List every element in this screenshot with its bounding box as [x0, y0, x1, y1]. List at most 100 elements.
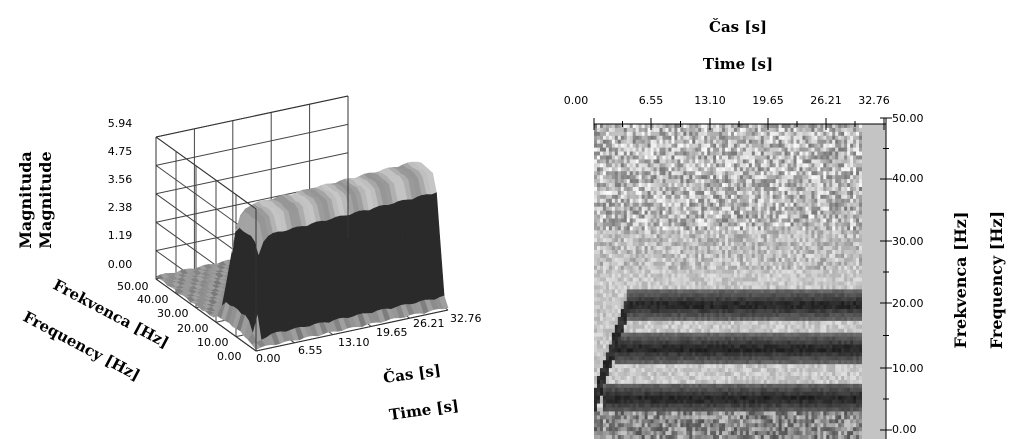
- heatmap-cell: [701, 124, 705, 129]
- heatmap-cell: [763, 202, 768, 208]
- heatmap-cell: [838, 210, 842, 215]
- heatmap-cell: [784, 238, 788, 243]
- heatmap-cell: [802, 214, 806, 219]
- heatmap-cell: [647, 159, 651, 164]
- heatmap-cell: [823, 124, 827, 129]
- heatmap-cell: [730, 257, 735, 263]
- heatmap-cell: [650, 139, 654, 145]
- heatmap-cell: [796, 277, 800, 282]
- heatmap-cell: [811, 226, 815, 231]
- heatmap-cell: [620, 155, 625, 160]
- heatmap-cell: [799, 265, 803, 271]
- heatmap-cell: [683, 250, 687, 255]
- heatmap-cell: [608, 147, 613, 152]
- heatmap-cell: [605, 289, 610, 294]
- heatmap-cell: [674, 285, 678, 290]
- heatmap-cell: [608, 218, 613, 223]
- heatmap-cell: [594, 269, 598, 275]
- heatmap-cell: [644, 163, 648, 168]
- heatmap-cell: [716, 124, 720, 129]
- heatmap-cell: [686, 253, 690, 259]
- heatmap-cell: [629, 131, 634, 137]
- heatmap-cell: [686, 167, 690, 172]
- heatmap-cell: [716, 285, 720, 290]
- heatmap-cell: [704, 179, 708, 184]
- heatmap-cell: [829, 135, 833, 141]
- heatmap-cell: [677, 238, 681, 243]
- heatmap-cell: [850, 257, 854, 263]
- heatmap-cell: [847, 277, 851, 282]
- heatmap-cell: [856, 155, 860, 160]
- heatmap-cell: [719, 163, 723, 168]
- heatmap-cell: [838, 250, 842, 255]
- heatmap-cell: [775, 218, 780, 223]
- heatmap-cell: [626, 175, 631, 180]
- heatmap-cell: [656, 206, 660, 212]
- heatmap-cell: [632, 202, 637, 208]
- heatmap-cell: [689, 214, 693, 219]
- heatmap-cell: [656, 265, 660, 271]
- heatmap-cell: [668, 230, 672, 235]
- heatmap-cell: [787, 246, 791, 251]
- heatmap-cell: [805, 139, 809, 145]
- heatmap-cell: [632, 234, 637, 239]
- heatmap-cell: [781, 190, 785, 196]
- heatmap-cell: [620, 222, 625, 227]
- heatmap-cell: [594, 293, 598, 298]
- heatmap-cell: [775, 206, 780, 212]
- heatmap-cell: [766, 222, 771, 227]
- heatmap-cell: [596, 222, 601, 227]
- heatmap-cell: [841, 210, 845, 215]
- heatmap-cell: [605, 246, 610, 251]
- heatmap-cell: [710, 269, 714, 275]
- heatmap-cell: [736, 127, 741, 133]
- heatmap-cell: [722, 155, 726, 160]
- heatmap-cell: [695, 238, 699, 243]
- heatmap-cell: [710, 202, 714, 208]
- heatmap-cell: [778, 269, 782, 275]
- heatmap-cell: [823, 139, 827, 145]
- heatmap-cell: [787, 190, 791, 196]
- heatmap-cell: [704, 171, 708, 176]
- heatmap-cell: [695, 135, 699, 141]
- heatmap-cell: [614, 171, 619, 176]
- heatmap-cell: [751, 234, 756, 239]
- heatmap-cell: [835, 253, 839, 259]
- heatmap-cell: [692, 273, 696, 278]
- heatmap-cell: [823, 289, 827, 294]
- heatmap-cell: [594, 289, 598, 294]
- heatmap-cell: [638, 238, 643, 243]
- heatmap-cell: [632, 230, 637, 235]
- heatmap-cell: [689, 218, 693, 223]
- heatmap-cell: [611, 163, 616, 168]
- heatmap-cell: [805, 253, 809, 259]
- heatmap-cell: [847, 210, 851, 215]
- heatmap-cell: [820, 159, 824, 164]
- heatmap-cell: [754, 187, 759, 192]
- heatmap-cell: [739, 257, 744, 263]
- heatmap-cell: [605, 175, 610, 180]
- heatmap-cell: [781, 238, 785, 243]
- heatmap-cell: [769, 246, 774, 251]
- heatmap-cell: [659, 246, 663, 251]
- heatmap-cell: [719, 124, 723, 129]
- heatmap-cell: [638, 167, 643, 172]
- heatmap-cell: [647, 127, 651, 133]
- heatmap-cell: [623, 277, 628, 282]
- heatmap-cell: [608, 175, 613, 180]
- heatmap-cell: [596, 226, 601, 231]
- heatmap-cell: [832, 230, 836, 235]
- heatmap-cell: [692, 261, 696, 267]
- heatmap-cell: [835, 143, 839, 149]
- heatmap-cell: [635, 238, 640, 243]
- heatmap-cell: [671, 171, 675, 176]
- heatmap-cell: [838, 242, 842, 247]
- heatmap-cell: [611, 206, 616, 212]
- heatmap-cell: [769, 273, 774, 278]
- heatmap-cell: [704, 127, 708, 133]
- heatmap-cell: [728, 269, 732, 275]
- heatmap-cell: [760, 190, 765, 196]
- heatmap-cell: [692, 242, 696, 247]
- heatmap-cell: [835, 155, 839, 160]
- heatmap-cell: [856, 261, 860, 267]
